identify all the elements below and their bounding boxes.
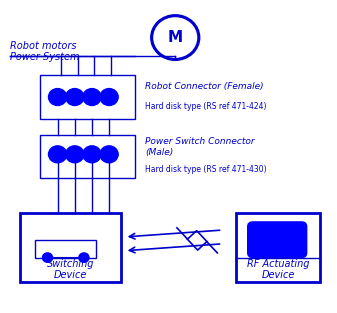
Circle shape: [42, 253, 53, 262]
Text: RF Actuating
Device: RF Actuating Device: [247, 259, 309, 280]
Bar: [40, 75, 135, 119]
Text: Robot Connector (Female): Robot Connector (Female): [145, 82, 264, 90]
Text: Robot motors
Power System: Robot motors Power System: [10, 41, 80, 62]
Text: Hard disk type (RS ref 471-430): Hard disk type (RS ref 471-430): [145, 165, 267, 174]
Bar: [20, 213, 121, 282]
Bar: [40, 135, 135, 178]
Text: M: M: [168, 30, 183, 45]
Circle shape: [83, 89, 101, 105]
Circle shape: [100, 146, 118, 163]
Circle shape: [79, 253, 89, 262]
Circle shape: [66, 89, 84, 105]
Circle shape: [49, 89, 67, 105]
Bar: [236, 213, 320, 282]
FancyBboxPatch shape: [248, 222, 307, 258]
Text: Switching
Device: Switching Device: [47, 259, 94, 280]
Bar: [35, 240, 96, 258]
Circle shape: [83, 146, 101, 163]
Circle shape: [49, 146, 67, 163]
Circle shape: [100, 89, 118, 105]
Text: Hard disk type (RS ref 471-424): Hard disk type (RS ref 471-424): [145, 102, 267, 111]
Text: Power Switch Connector
(Male): Power Switch Connector (Male): [145, 137, 254, 156]
Circle shape: [66, 146, 84, 163]
